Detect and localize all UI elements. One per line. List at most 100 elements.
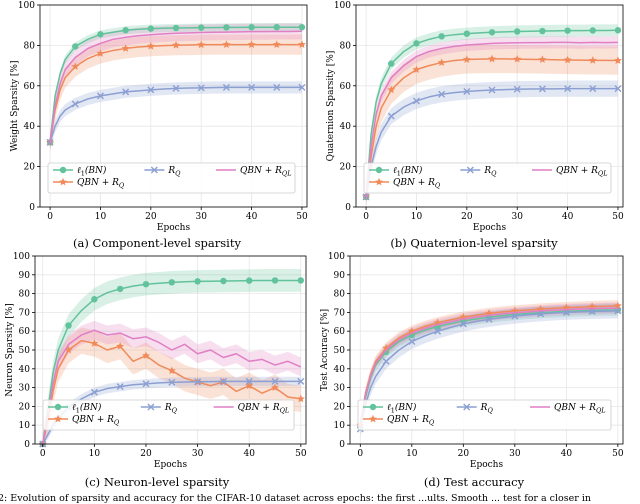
panel-c-marker-2 xyxy=(168,378,176,386)
legend-label-0: ℓ1(BN) xyxy=(393,165,423,178)
panel-a-band-2 xyxy=(50,81,302,149)
panel-d-line-2 xyxy=(359,310,618,430)
panel-a-marker-2 xyxy=(273,83,281,91)
panel-c-xtick-label: 50 xyxy=(295,449,307,459)
panel-a-xtick-label: 20 xyxy=(145,212,157,222)
legend-label-2: RQ xyxy=(167,166,181,178)
panel-a-marker-0 xyxy=(97,31,104,38)
panel-d-legend-marker-2 xyxy=(463,403,471,411)
legend-label-0: ℓ1(BN) xyxy=(387,402,417,415)
panel-d-xtick-label: 40 xyxy=(561,449,573,459)
panel-c-marker-0 xyxy=(91,296,98,303)
panel-c-ytick-label: 50 xyxy=(19,346,31,356)
panel-b-line-0 xyxy=(365,29,618,197)
panel-c-marker-1 xyxy=(245,381,254,390)
panel-a-marker-2 xyxy=(96,92,104,100)
panel-c-marker-2 xyxy=(219,377,227,385)
panel-c-marker-1 xyxy=(116,342,125,350)
panel-a-xtick-label: 0 xyxy=(47,212,53,222)
panel-b-marker-1 xyxy=(613,56,622,64)
panel-c-legend-marker-2 xyxy=(147,403,155,411)
panel-d-marker-2 xyxy=(614,307,622,315)
panel-d: 0 10 20 30 40 50 0 10 20 30 40 50 60 70 80 90 100 Epochs T… xyxy=(320,252,624,470)
panel-b-marker-0 xyxy=(614,27,622,34)
panel-b-marker-2 xyxy=(362,193,370,201)
panel-c-marker-0 xyxy=(65,322,72,329)
panel-d-xtick-label: 50 xyxy=(612,449,624,459)
panel-b-xtick-label: 40 xyxy=(562,212,574,222)
panel-b-line-3 xyxy=(365,41,618,197)
panel-b-marker-0 xyxy=(539,27,546,35)
panel-a-ytick-label: 80 xyxy=(24,41,36,51)
panel-b: 0 10 20 30 40 50 0 20 40 60 80 100 Epochs Quaternion … xyxy=(326,1,624,233)
panel-b-marker-0 xyxy=(514,28,521,35)
panel-c-band-3 xyxy=(42,320,301,444)
panel-d-xlabel: Epochs xyxy=(470,460,504,470)
panel-a-marker-1 xyxy=(222,40,231,48)
legend-label-2: RQ xyxy=(480,403,494,415)
panel-a-marker-0 xyxy=(122,27,129,34)
panel-d-legend-marker-0 xyxy=(369,403,377,411)
legend-label-3: QBN + RQL xyxy=(556,166,608,178)
panel-c-marker-1 xyxy=(167,366,176,375)
legend-label-3: QBN + RQL xyxy=(238,403,290,415)
panel-d-ytick-label: 30 xyxy=(334,384,346,394)
panel-d-marker-2 xyxy=(588,307,596,315)
panel-b-xtick-label: 20 xyxy=(461,212,473,222)
panel-c-marker-1 xyxy=(271,383,280,391)
panel-b-marker-2 xyxy=(614,85,622,93)
panel-c-line-3 xyxy=(42,329,302,445)
panel-b-marker-2 xyxy=(513,85,521,93)
panel-a-marker-1 xyxy=(146,42,155,50)
panel-b-marker-0 xyxy=(589,27,596,34)
legend-label-1: QBN + RQ xyxy=(393,178,441,190)
panel-a-marker-2 xyxy=(172,84,180,92)
panel-d-ytick-label: 50 xyxy=(334,346,346,356)
panel-a-ytick-label: 100 xyxy=(18,1,35,11)
panel-d-ytick-label: 80 xyxy=(334,290,346,300)
panel-b-marker-2 xyxy=(412,97,420,105)
panel-c-xlabel: Epochs xyxy=(154,460,188,470)
panel-c-marker-2 xyxy=(297,377,305,385)
panel-a-marker-2 xyxy=(122,88,130,96)
panel-b-marker-0 xyxy=(413,40,420,47)
panel-a-marker-2 xyxy=(71,100,79,108)
panel-b-marker-1 xyxy=(387,85,396,94)
panel-a-ylabel: Weight Sparsity [%] xyxy=(10,61,20,152)
panel-a-marker-2 xyxy=(298,83,306,91)
panel-d-xtick-label: 10 xyxy=(406,449,418,459)
panel-a-marker-0 xyxy=(72,43,79,50)
panel-b-marker-2 xyxy=(438,90,446,98)
panel-b-marker-1 xyxy=(563,55,572,64)
panel-c-marker-2 xyxy=(90,388,98,396)
panel-d-legend-marker-1 xyxy=(369,414,377,423)
panel-a-marker-1 xyxy=(247,40,256,48)
panel-a-ytick-label: 40 xyxy=(24,122,36,132)
panel-a-marker-0 xyxy=(223,24,230,31)
panel-a-line-3 xyxy=(49,30,302,143)
panel-b-frame xyxy=(355,4,624,208)
panel-c-line-1 xyxy=(42,339,301,445)
legend-label-0: ℓ1(BN) xyxy=(72,402,102,415)
panel-b-marker-2 xyxy=(488,86,496,94)
panel-c-xtick-label: 20 xyxy=(140,449,152,459)
panel-a-xtick-label: 10 xyxy=(95,212,107,222)
panel-b-marker-0 xyxy=(564,27,571,34)
panel-b-marker-2 xyxy=(463,87,471,95)
panel-c-marker-2 xyxy=(142,380,150,388)
panel-b-ytick-label: 0 xyxy=(345,203,351,213)
panel-c-xtick-label: 10 xyxy=(89,449,101,459)
panel-d-marker-2 xyxy=(537,310,545,318)
legend-label-3: QBN + RQL xyxy=(554,403,606,415)
panel-c-ytick-label: 90 xyxy=(19,271,31,281)
panel-a-marker-0 xyxy=(298,24,306,31)
panel-d-marker-2 xyxy=(511,312,519,320)
caption-d: (d) Test accuracy xyxy=(423,475,525,489)
panel-b-marker-0 xyxy=(463,30,471,37)
panel-d-ytick-label: 0 xyxy=(339,440,345,450)
panel-a-marker-0 xyxy=(147,25,155,32)
panel-b-marker-0 xyxy=(388,60,395,67)
panel-d-marker-2 xyxy=(408,338,416,346)
panel-d-ytick-label: 60 xyxy=(334,327,346,337)
